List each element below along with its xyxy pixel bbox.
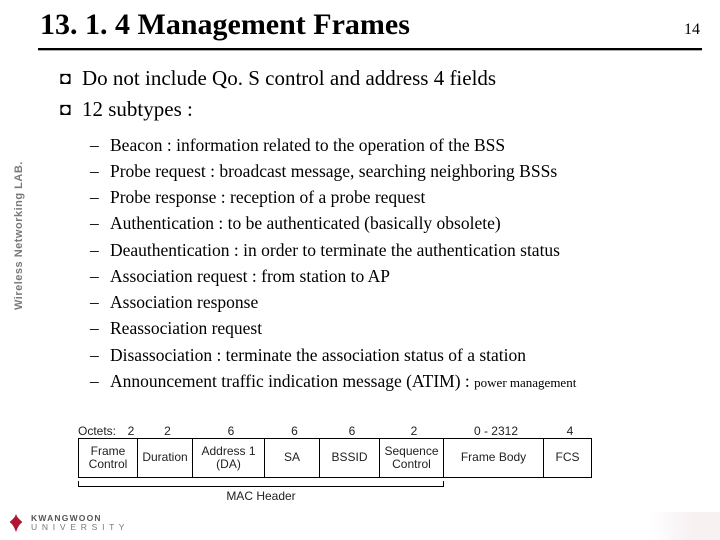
bullet-icon: ◘ xyxy=(60,95,82,123)
field-cell: SA xyxy=(265,438,320,478)
octet-value: 6 xyxy=(322,424,382,438)
university-logo-icon xyxy=(5,512,27,534)
octet-value: 6 xyxy=(195,424,267,438)
university-text: KWANGWOON U N I V E R S I T Y xyxy=(31,514,126,532)
mac-header-label: MAC Header xyxy=(211,489,311,503)
subtype-text: Announcement traffic indication message … xyxy=(110,368,576,394)
subtype-text: Probe response : reception of a probe re… xyxy=(110,184,425,210)
subtype-text: Deauthentication : in order to terminate… xyxy=(110,237,560,263)
dash-icon: – xyxy=(90,237,110,263)
dash-icon: – xyxy=(90,263,110,289)
octets-row: Octets:2266620 - 23124 xyxy=(78,420,678,438)
subtype-item: –Beacon : information related to the ope… xyxy=(90,132,700,158)
frame-format-diagram: Octets:2266620 - 23124FrameControlDurati… xyxy=(78,420,678,505)
subtype-text: Probe request : broadcast message, searc… xyxy=(110,158,557,184)
subtype-item: –Deauthentication : in order to terminat… xyxy=(90,237,700,263)
dash-icon: – xyxy=(90,210,110,236)
octets-label: Octets: xyxy=(78,424,120,438)
field-cell: SequenceControl xyxy=(380,438,444,478)
dash-icon: – xyxy=(90,315,110,341)
subtype-item: –Announcement traffic indication message… xyxy=(90,368,700,394)
subtype-text: Association response xyxy=(110,289,258,315)
slide-title: 13. 1. 4 Management Frames xyxy=(40,8,410,42)
subtype-item: –Probe response : reception of a probe r… xyxy=(90,184,700,210)
octet-value: 0 - 2312 xyxy=(446,424,546,438)
bullet-icon: ◘ xyxy=(60,64,82,92)
field-cell: Duration xyxy=(138,438,193,478)
subtype-text: Beacon : information related to the oper… xyxy=(110,132,505,158)
subtype-item: –Disassociation : terminate the associat… xyxy=(90,342,700,368)
subtype-item: –Authentication : to be authenticated (b… xyxy=(90,210,700,236)
subtype-small-text: power management xyxy=(474,375,576,390)
decorative-corner xyxy=(650,512,720,540)
title-underline xyxy=(38,48,702,50)
subtype-item: –Probe request : broadcast message, sear… xyxy=(90,158,700,184)
field-cell: FCS xyxy=(544,438,592,478)
lab-label-vertical: Wireless Networking LAB. xyxy=(13,161,25,310)
octet-value: 6 xyxy=(267,424,322,438)
field-cell: Frame Body xyxy=(444,438,544,478)
bullet-text: Do not include Qo. S control and address… xyxy=(82,64,496,92)
subtype-text: Reassociation request xyxy=(110,315,262,341)
octet-value: 2 xyxy=(140,424,195,438)
field-cell: Address 1(DA) xyxy=(193,438,265,478)
field-cell: FrameControl xyxy=(78,438,138,478)
university-mark: KWANGWOON U N I V E R S I T Y xyxy=(5,512,126,534)
octet-value: 2 xyxy=(382,424,446,438)
subtype-text: Authentication : to be authenticated (ba… xyxy=(110,210,501,236)
octet-value: 2 xyxy=(122,424,140,438)
fields-row: FrameControlDurationAddress 1(DA)SABSSID… xyxy=(78,438,678,478)
dash-icon: – xyxy=(90,132,110,158)
subtype-list: –Beacon : information related to the ope… xyxy=(90,132,700,395)
dash-icon: – xyxy=(90,158,110,184)
page-number: 14 xyxy=(684,21,700,39)
slide-body: ◘ Do not include Qo. S control and addre… xyxy=(60,64,700,394)
subtype-item: –Association request : from station to A… xyxy=(90,263,700,289)
subtype-text: Disassociation : terminate the associati… xyxy=(110,342,526,368)
dash-icon: – xyxy=(90,342,110,368)
subtype-text: Association request : from station to AP xyxy=(110,263,390,289)
bullet-main: ◘ Do not include Qo. S control and addre… xyxy=(60,64,700,92)
dash-icon: – xyxy=(90,289,110,315)
field-cell: BSSID xyxy=(320,438,380,478)
bullet-text: 12 subtypes : xyxy=(82,95,193,123)
dash-icon: – xyxy=(90,368,110,394)
octet-value: 4 xyxy=(546,424,594,438)
dash-icon: – xyxy=(90,184,110,210)
subtype-item: –Association response xyxy=(90,289,700,315)
mac-header-bracket: MAC Header xyxy=(78,481,444,505)
subtype-item: –Reassociation request xyxy=(90,315,700,341)
university-subtitle: U N I V E R S I T Y xyxy=(31,522,126,532)
bullet-main: ◘ 12 subtypes : xyxy=(60,95,700,123)
